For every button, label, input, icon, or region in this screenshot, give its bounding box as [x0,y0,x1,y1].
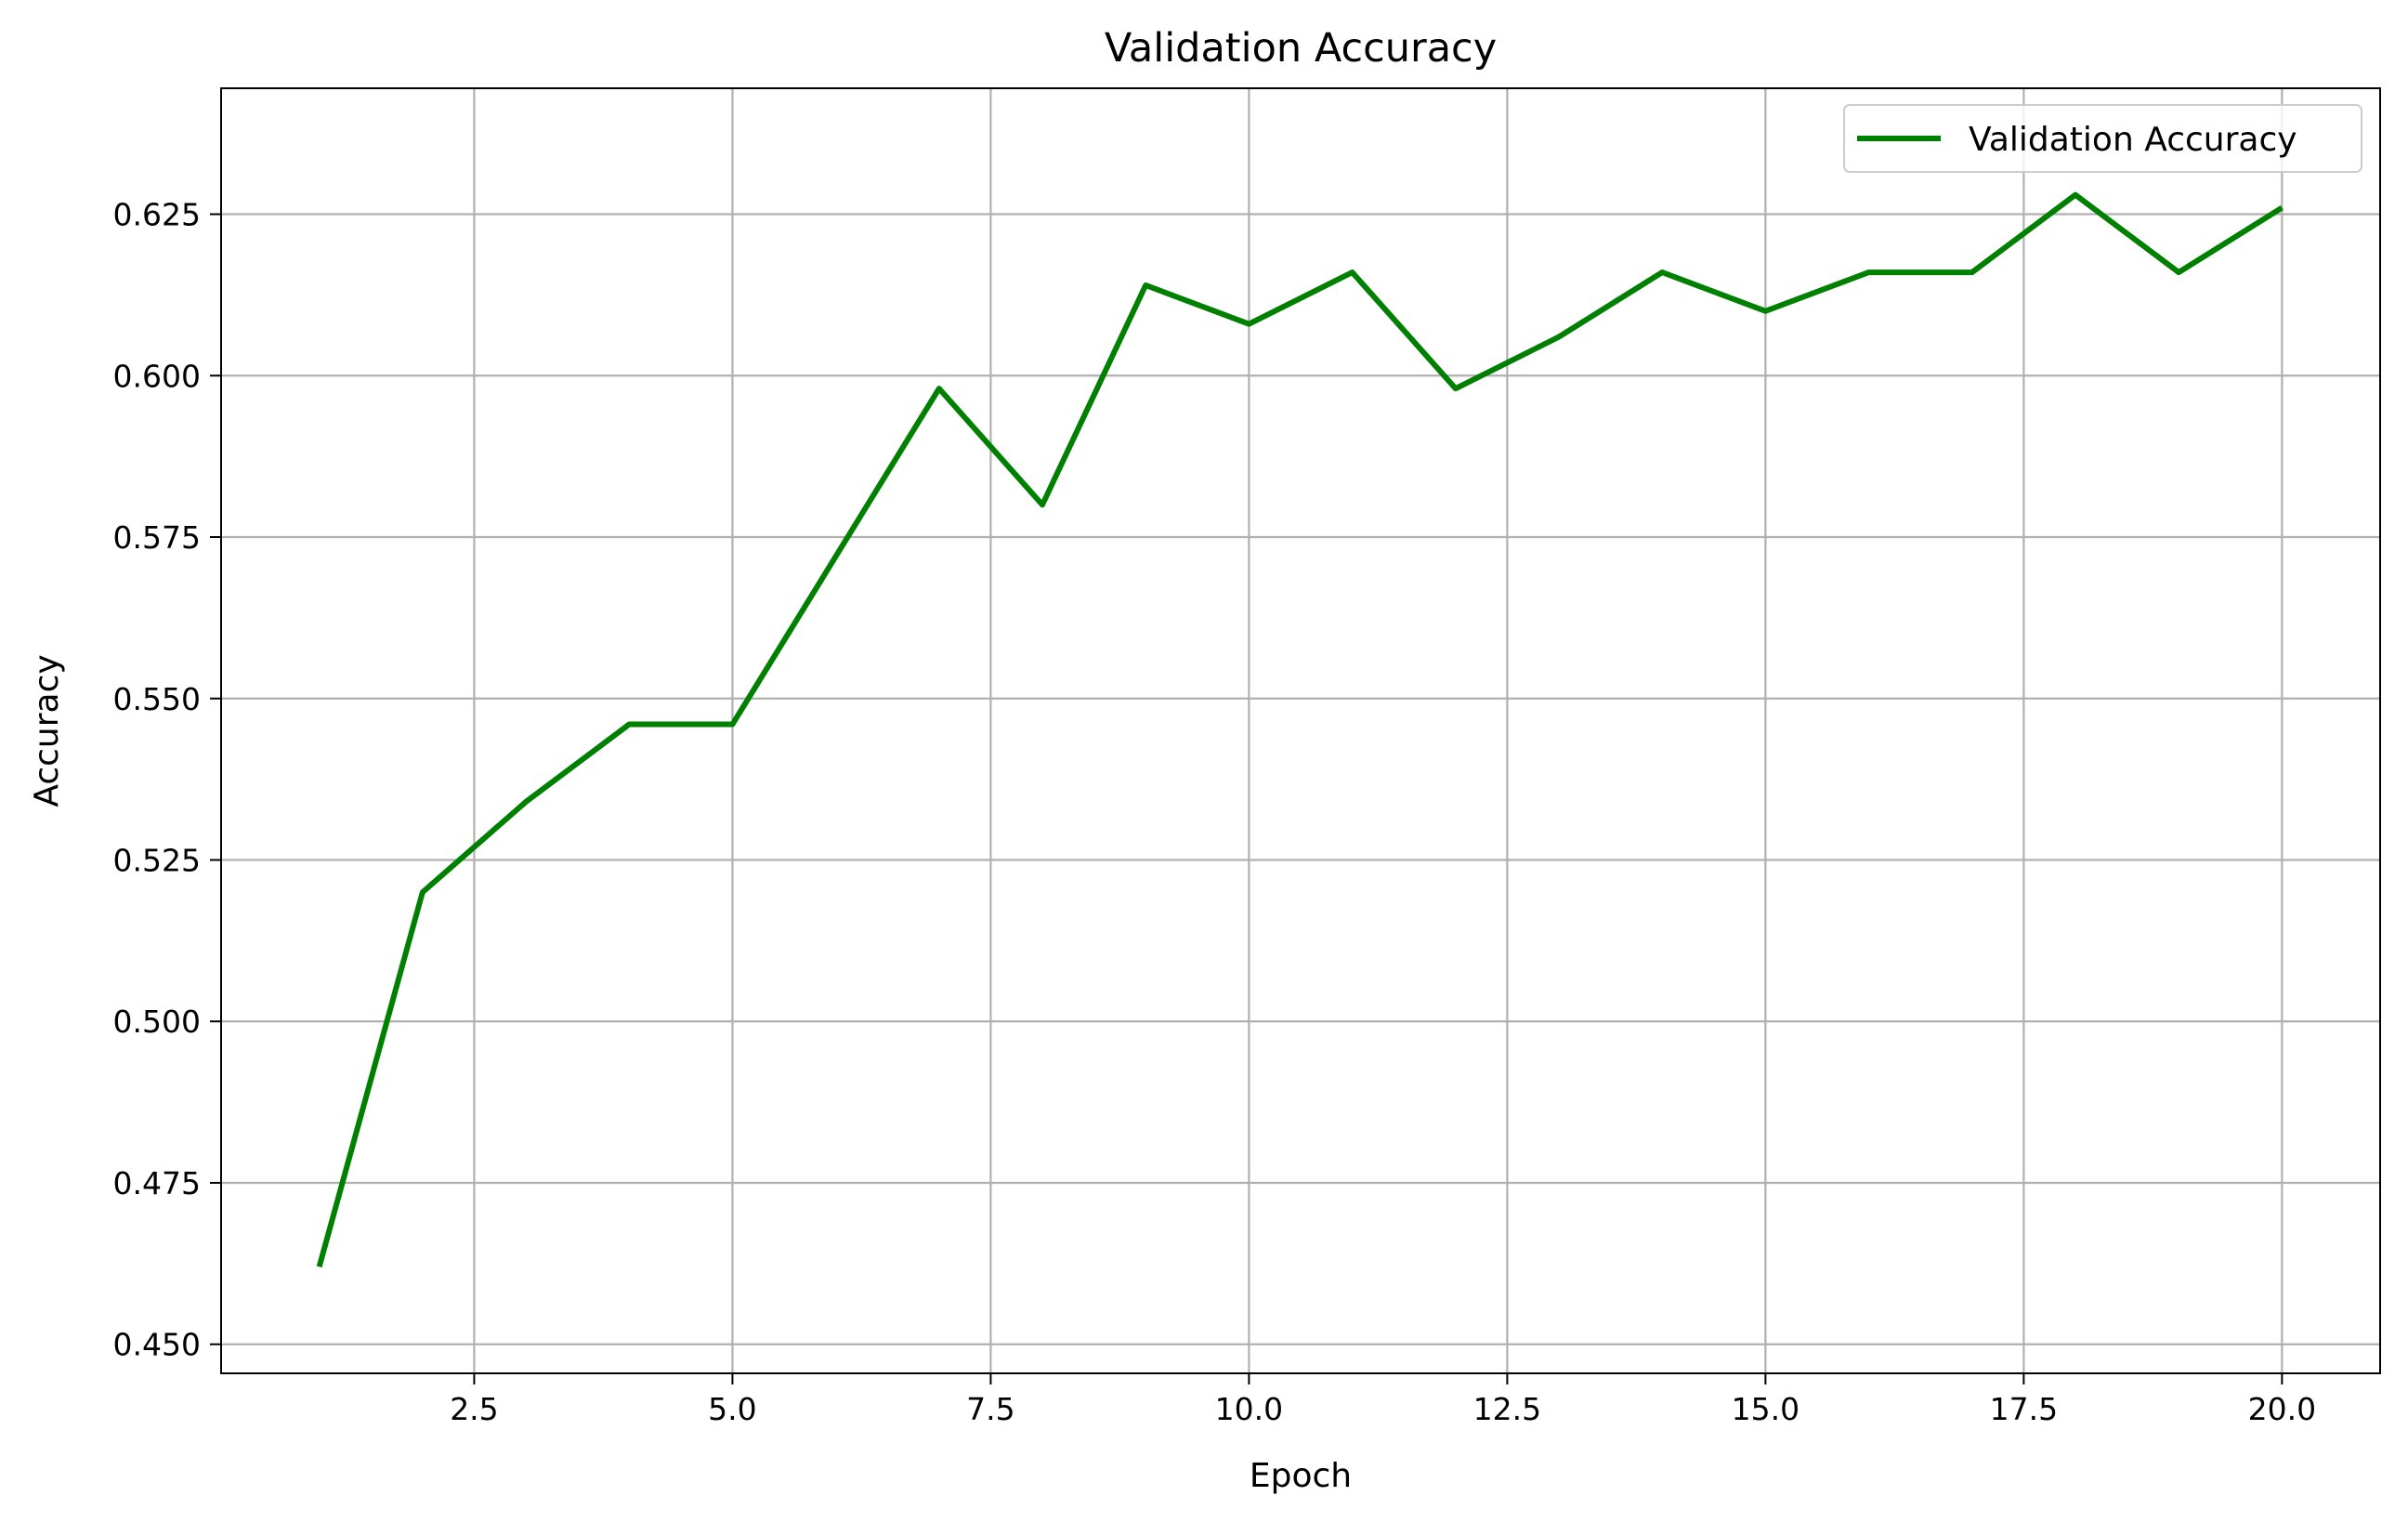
legend-entry-validation-accuracy: Validation Accuracy [1969,121,2297,159]
axes-frame [220,87,2381,1374]
x-axis-label: Epoch [1250,1457,1352,1495]
x-tick-label: 20.0 [2248,1391,2316,1427]
y-tick-label: 0.475 [113,1165,201,1201]
legend-box [1843,104,2362,173]
data-point [629,724,630,725]
data-point [1971,272,1972,273]
x-tick-label: 5.0 [708,1391,756,1427]
x-tick-label: 12.5 [1473,1391,1541,1427]
data-point [732,724,733,725]
data-point [422,892,423,893]
x-tick-label: 17.5 [1990,1391,2058,1427]
x-tick-label: 7.5 [966,1391,1014,1427]
data-point [2074,194,2075,195]
y-tick-label: 0.550 [113,681,201,717]
y-tick-label: 0.525 [113,842,201,878]
data-point [1868,272,1869,273]
y-tick-label: 0.600 [113,358,201,394]
grid-lines [221,88,2380,1373]
data-point [319,1266,320,1267]
y-tick-label: 0.575 [113,519,201,556]
plot-area [221,88,2380,1373]
data-point [938,388,939,389]
legend: Validation Accuracy [1843,104,2362,173]
data-point [1662,272,1663,273]
data-point [835,556,836,557]
data-point [2282,207,2283,208]
data-point [1455,388,1456,389]
x-tick-label: 2.5 [450,1391,498,1427]
data-point [1352,272,1353,273]
data-point [1765,310,1766,311]
y-tick-label: 0.500 [113,1004,201,1040]
data-point [1558,336,1559,337]
series-layer [316,191,2284,1268]
x-tick-label: 15.0 [1732,1391,1799,1427]
y-axis-ticks: 0.450 0.475 0.500 0.525 0.550 0.575 0.600 0.625 [113,197,221,1363]
data-point [1145,284,1146,285]
chart-title: Validation Accuracy [1105,25,1497,72]
data-point [526,801,527,802]
series-line-validation-accuracy [316,191,2284,1268]
x-axis-ticks: 2.5 5.0 7.5 10.0 12.5 15.0 17.5 20.0 [450,1373,2316,1427]
y-axis-label: Accuracy [28,654,66,807]
y-tick-label: 0.625 [113,197,201,233]
data-point [1249,323,1250,324]
y-tick-label: 0.450 [113,1327,201,1363]
x-tick-label: 10.0 [1215,1391,1283,1427]
